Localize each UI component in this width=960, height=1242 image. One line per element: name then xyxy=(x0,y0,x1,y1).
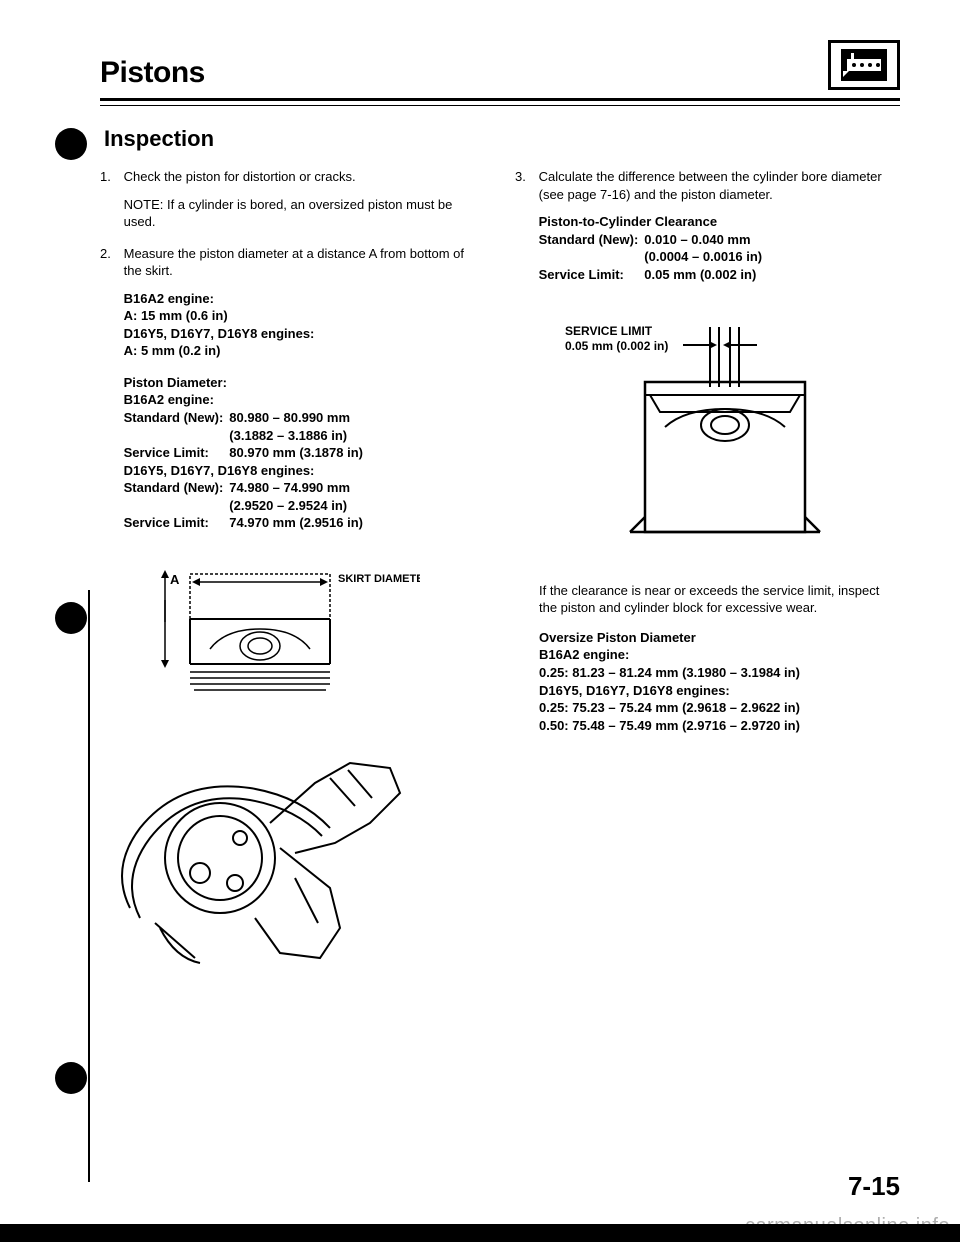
engine-label: B16A2 engine: xyxy=(124,290,485,308)
spec-label: Service Limit: xyxy=(124,444,230,462)
step-text: Measure the piston diameter at a distanc… xyxy=(124,246,464,279)
right-column: 3. Calculate the difference between the … xyxy=(515,168,900,1012)
engine-label: D16Y5, D16Y7, D16Y8 engines: xyxy=(124,325,485,343)
step-number: 3. xyxy=(515,168,535,186)
page-header: Pistons xyxy=(100,40,900,101)
engine-value: A: 5 mm (0.2 in) xyxy=(124,342,485,360)
spec-value: 0.010 – 0.040 mm xyxy=(644,231,768,249)
fig-label: SERVICE LIMIT xyxy=(565,324,653,338)
page-title: Pistons xyxy=(100,56,205,90)
step-2: 2. Measure the piston diameter at a dist… xyxy=(100,245,485,546)
spec-label: Standard (New): xyxy=(539,231,645,249)
step-text: Check the piston for distortion or crack… xyxy=(124,169,356,184)
engine-label: B16A2 engine: xyxy=(539,646,900,664)
fig-label-a: A xyxy=(170,572,180,587)
header-rule xyxy=(100,105,900,106)
micrometer-diagram xyxy=(100,728,485,1013)
spec-value: (3.1882 – 3.1886 in) xyxy=(229,427,369,445)
step-3: 3. Calculate the difference between the … xyxy=(515,168,900,297)
engine-label: D16Y5, D16Y7, D16Y8 engines: xyxy=(124,462,485,480)
step-1: 1. Check the piston for distortion or cr… xyxy=(100,168,485,231)
spec-value: 74.980 – 74.990 mm xyxy=(229,479,369,497)
spec-value: 0.25: 81.23 – 81.24 mm (3.1980 – 3.1984 … xyxy=(539,664,900,682)
fig-label-skirt: SKIRT DIAMETER xyxy=(338,573,420,585)
clearance-note: If the clearance is near or exceeds the … xyxy=(539,582,900,617)
spec-label: Standard (New): xyxy=(124,479,230,497)
spec-value: 0.05 mm (0.002 in) xyxy=(644,266,768,284)
spec-value: (2.9520 – 2.9524 in) xyxy=(229,497,369,515)
spec-label: Standard (New): xyxy=(124,409,230,427)
step-number: 2. xyxy=(100,245,120,263)
engine-label: D16Y5, D16Y7, D16Y8 engines: xyxy=(539,682,900,700)
spec-value: 80.980 – 80.990 mm xyxy=(229,409,369,427)
section-title: Inspection xyxy=(104,126,900,152)
margin-line xyxy=(88,590,90,1182)
margin-bullet xyxy=(55,128,87,160)
clearance-diagram: SERVICE LIMIT 0.05 mm (0.002 in) xyxy=(535,317,900,552)
spec-value: 0.25: 75.23 – 75.24 mm (2.9618 – 2.9622 … xyxy=(539,699,900,717)
spec-heading: Oversize Piston Diameter xyxy=(539,629,900,647)
step-note: NOTE: If a cylinder is bored, an oversiz… xyxy=(124,197,453,230)
margin-bullet xyxy=(55,1062,87,1094)
brand-logo xyxy=(828,40,900,90)
spec-value: 74.970 mm (2.9516 in) xyxy=(229,514,369,532)
content-columns: 1. Check the piston for distortion or cr… xyxy=(100,168,900,1012)
step-text: Calculate the difference between the cyl… xyxy=(539,169,882,202)
left-column: 1. Check the piston for distortion or cr… xyxy=(100,168,485,1012)
engine-label: B16A2 engine: xyxy=(124,391,485,409)
spec-label: Service Limit: xyxy=(539,266,645,284)
page-number: 7-15 xyxy=(848,1171,900,1202)
bottom-bar xyxy=(0,1224,960,1242)
spec-heading: Piston Diameter: xyxy=(124,374,485,392)
spec-value: 0.50: 75.48 – 75.49 mm (2.9716 – 2.9720 … xyxy=(539,717,900,735)
spec-value: (0.0004 – 0.0016 in) xyxy=(644,248,768,266)
fig-label: 0.05 mm (0.002 in) xyxy=(565,339,668,353)
spec-value: 80.970 mm (3.1878 in) xyxy=(229,444,369,462)
margin-bullet xyxy=(55,602,87,634)
spec-label: Service Limit: xyxy=(124,514,230,532)
spec-heading: Piston-to-Cylinder Clearance xyxy=(539,213,900,231)
engine-value: A: 15 mm (0.6 in) xyxy=(124,307,485,325)
piston-diagram: A xyxy=(120,564,485,704)
step-number: 1. xyxy=(100,168,120,186)
